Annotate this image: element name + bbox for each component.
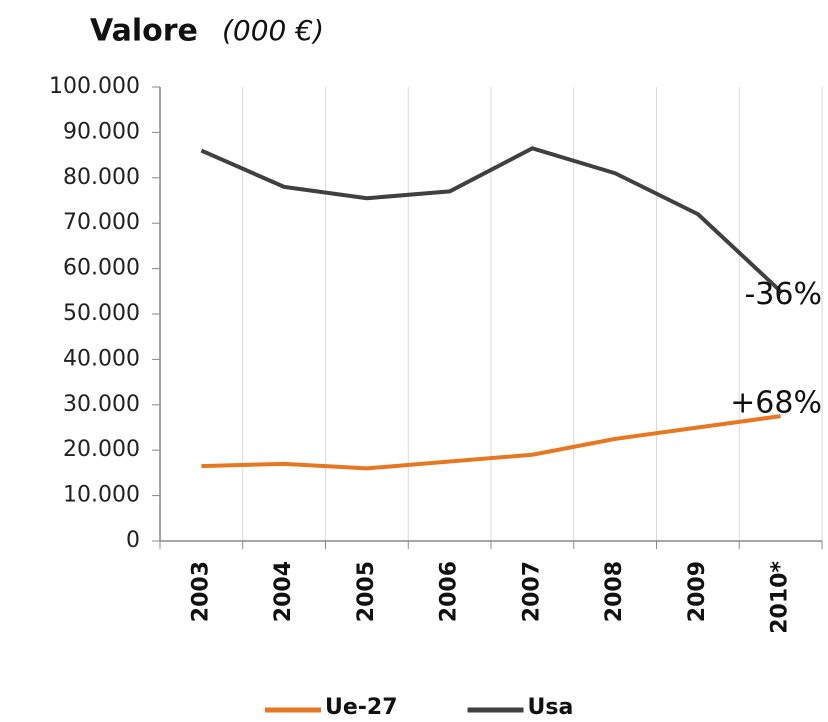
y-tick-label: 90.000 xyxy=(63,119,140,144)
y-tick-label: 40.000 xyxy=(63,346,140,371)
x-tick-label: 2007 xyxy=(519,561,544,622)
series-line xyxy=(200,146,782,293)
x-tick-label: 2004 xyxy=(271,561,296,622)
y-tick-label: 30.000 xyxy=(63,392,140,417)
chart-title: Valore xyxy=(90,14,198,49)
x-tick-label: 2009 xyxy=(685,561,710,622)
y-tick-label: 20.000 xyxy=(63,437,140,462)
y-tick-label: 10.000 xyxy=(63,483,140,508)
x-tick-label: 2003 xyxy=(188,561,213,622)
y-tick-label: 70.000 xyxy=(63,210,140,235)
annotation: +68% xyxy=(730,386,822,421)
y-tick-label: 0 xyxy=(126,528,140,553)
x-tick-label: 2008 xyxy=(602,561,627,622)
y-tick-label: 50.000 xyxy=(63,301,140,326)
legend-label: Usa xyxy=(528,695,574,720)
y-tick-label: 60.000 xyxy=(63,256,140,281)
series-line xyxy=(201,414,781,471)
chart-unit: (000 €) xyxy=(222,14,324,47)
x-tick-label: 2005 xyxy=(354,561,379,622)
y-tick-label: 100.000 xyxy=(49,74,140,99)
x-tick-label: 2010* xyxy=(768,561,793,634)
y-tick-label: 80.000 xyxy=(63,165,140,190)
x-tick-label: 2006 xyxy=(437,561,462,622)
annotation: -36% xyxy=(744,277,822,312)
legend-label: Ue-27 xyxy=(325,695,398,720)
